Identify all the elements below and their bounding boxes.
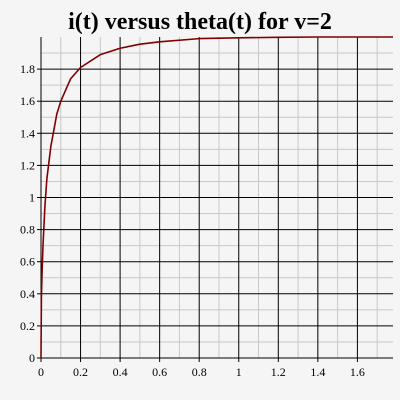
x-tick-labels: 0 0.2 0.4 0.6 0.8 1 1.2 1.4 1.6: [38, 365, 365, 379]
y-tick-label: 1.2: [20, 158, 35, 172]
series-layer: [40, 36, 393, 359]
y-tick-label: 0.4: [20, 287, 35, 301]
axes: [37, 37, 393, 362]
y-tick-label: 1: [29, 191, 35, 205]
y-tick-label: 1.4: [20, 126, 35, 140]
minor-grid: [41, 37, 393, 358]
x-tick-label: 1.4: [310, 365, 325, 379]
x-tick-label: 1: [236, 365, 242, 379]
y-tick-label: 0.2: [20, 319, 35, 333]
x-tick-label: 0: [38, 365, 44, 379]
x-tick-label: 0.8: [192, 365, 207, 379]
y-tick-label: 0: [29, 351, 35, 365]
chart-title: i(t) versus theta(t) for v=2: [68, 9, 332, 35]
y-tick-label: 0.8: [20, 223, 35, 237]
x-tick-label: 0.4: [113, 365, 128, 379]
x-tick-label: 0.2: [73, 365, 88, 379]
y-tick-label: 1.6: [20, 94, 35, 108]
x-tick-label: 0.6: [152, 365, 167, 379]
x-tick-label: 1.6: [350, 365, 365, 379]
y-tick-label: 1.8: [20, 62, 35, 76]
series-line: [40, 36, 393, 359]
x-tick-label: 1.2: [271, 365, 286, 379]
y-tick-labels: 0 0.2 0.4 0.6 0.8 1 1.2 1.4 1.6 1.8: [20, 62, 35, 365]
y-tick-label: 0.6: [20, 255, 35, 269]
major-grid: [41, 37, 393, 358]
